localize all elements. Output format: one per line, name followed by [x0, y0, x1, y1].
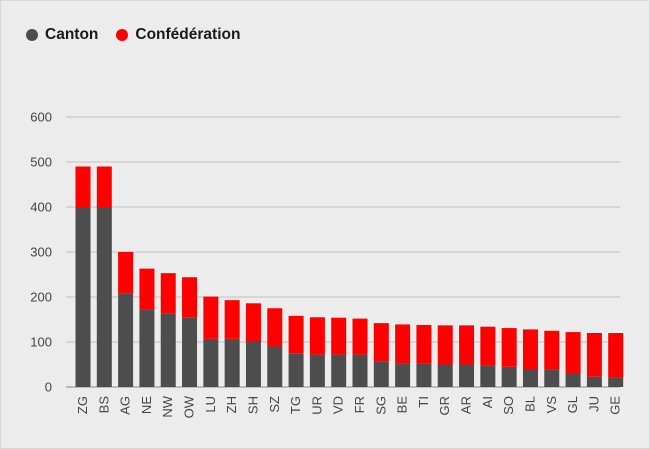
bar-canton [203, 338, 219, 387]
bar-canton [395, 363, 411, 387]
bar-confederation [501, 328, 517, 367]
bar-confederation [395, 324, 411, 364]
x-tick-label: VD [331, 396, 346, 414]
bar-canton [544, 369, 560, 387]
bar-canton [267, 346, 283, 387]
x-tick-label: GR [437, 396, 452, 416]
legend: Canton Confédération [26, 26, 240, 44]
bar-canton [373, 361, 389, 387]
bar-confederation [245, 303, 261, 342]
bar-confederation [416, 324, 432, 364]
bar-canton [416, 363, 432, 387]
legend-swatch-confederation [116, 29, 129, 41]
bar-confederation [565, 332, 581, 374]
bar-canton [608, 377, 624, 387]
bar-confederation [139, 268, 155, 310]
x-tick-label: BS [96, 396, 111, 414]
x-tick-label: BL [522, 396, 537, 412]
bar-canton [586, 376, 602, 387]
bar-confederation [224, 300, 240, 339]
x-tick-label: NW [160, 395, 175, 417]
y-tick-label: 100 [30, 335, 52, 350]
bar-canton [437, 364, 453, 387]
x-tick-label: LU [203, 396, 218, 413]
bar-canton [522, 369, 538, 387]
bar-confederation [288, 315, 304, 354]
bar-confederation [160, 273, 176, 314]
bar-confederation [118, 252, 134, 294]
legend-item-confederation: Confédération [116, 26, 240, 44]
bar-canton [75, 207, 91, 387]
bar-canton [139, 309, 155, 387]
y-tick-label: 600 [30, 110, 52, 125]
y-tick-label: 300 [30, 245, 52, 260]
y-tick-label: 400 [30, 200, 52, 215]
x-tick-label: TI [416, 396, 431, 408]
bar-canton [182, 317, 198, 387]
bar-confederation [96, 166, 112, 207]
bar-canton [288, 353, 304, 387]
bar-confederation [182, 277, 198, 318]
x-tick-label: UR [309, 396, 324, 415]
x-tick-label: SZ [267, 396, 282, 413]
bar-canton [224, 338, 240, 387]
x-tick-label: OW [182, 395, 197, 418]
bar-confederation [544, 330, 560, 370]
bar-confederation [352, 318, 368, 355]
x-tick-label: SO [501, 396, 516, 415]
bar-confederation [331, 317, 347, 355]
y-tick-label: 500 [30, 155, 52, 170]
bar-confederation [373, 323, 389, 362]
x-tick-label: AR [459, 396, 474, 414]
bar-confederation [522, 329, 538, 369]
bar-confederation [480, 326, 496, 366]
x-tick-label: SH [245, 396, 260, 414]
legend-item-canton: Canton [26, 26, 98, 44]
x-tick-label: AG [118, 396, 133, 415]
y-tick-label: 200 [30, 290, 52, 305]
x-tick-label: VS [544, 396, 559, 414]
bar-confederation [267, 308, 283, 347]
x-tick-label: NE [139, 396, 154, 414]
x-tick-label: BE [395, 396, 410, 414]
x-tick-label: FR [352, 396, 367, 413]
bar-canton [160, 313, 176, 387]
x-tick-label: GE [608, 396, 623, 415]
bar-confederation [586, 333, 602, 377]
y-tick-label: 0 [45, 380, 52, 395]
x-tick-label: ZG [75, 396, 90, 414]
bar-canton [245, 342, 261, 387]
legend-swatch-canton [26, 29, 38, 41]
bar-confederation [459, 325, 475, 365]
legend-label-canton: Canton [45, 26, 99, 43]
bar-canton [118, 293, 134, 387]
bar-canton [96, 207, 112, 387]
x-tick-label: SG [373, 396, 388, 415]
bar-confederation [608, 333, 624, 378]
bar-canton [352, 354, 368, 387]
x-tick-label: TG [288, 396, 303, 414]
x-tick-label: JU [586, 396, 601, 412]
legend-label-confederation: Confédération [135, 26, 241, 43]
bar-canton [501, 366, 517, 387]
x-tick-label: ZH [224, 396, 239, 413]
bar-canton [309, 354, 325, 387]
x-tick-label: GL [565, 396, 580, 413]
bar-confederation [203, 296, 219, 339]
bar-confederation [75, 166, 91, 207]
bar-canton [331, 354, 347, 387]
bar-canton [565, 373, 581, 387]
x-tick-label: AI [480, 396, 495, 408]
bar-canton [480, 365, 496, 387]
bar-confederation [437, 325, 453, 365]
bar-confederation [309, 317, 325, 355]
bar-canton [459, 364, 475, 387]
